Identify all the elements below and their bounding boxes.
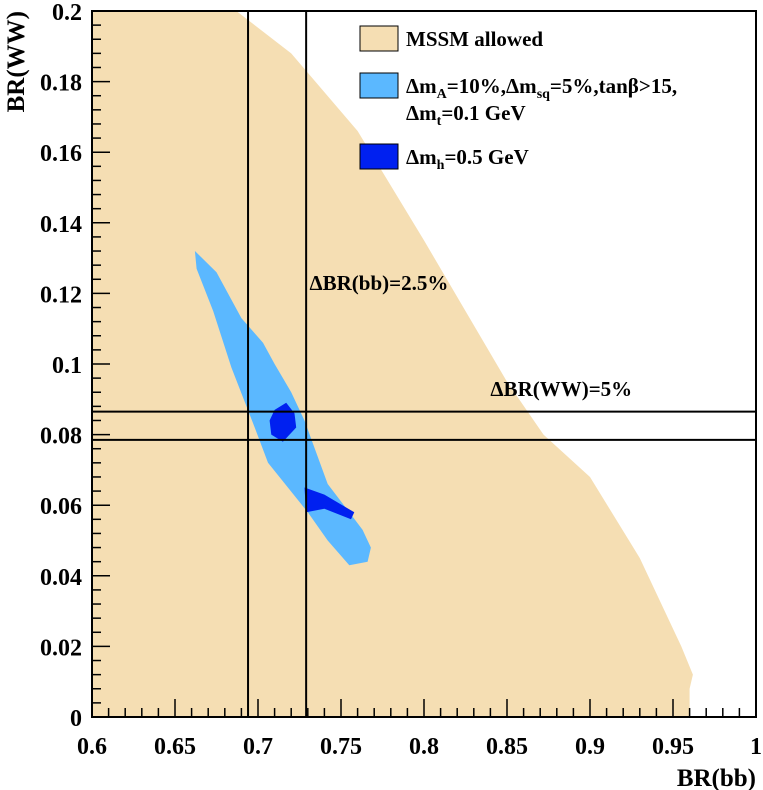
x-tick-label: 0.7 bbox=[243, 734, 273, 760]
y-tick-label: 0.08 bbox=[40, 424, 82, 450]
legend-label-1: ΔmA=10%,Δmsq=5%,tanβ>15, bbox=[406, 74, 677, 102]
axis-ticks bbox=[91, 10, 757, 718]
legend-label-1: Δmt=0.1 GeV bbox=[406, 101, 526, 129]
y-axis-title: BR(WW) bbox=[3, 11, 30, 112]
x-tick-label: 0.65 bbox=[154, 734, 196, 760]
y-tick-label: 0.12 bbox=[40, 282, 82, 308]
legend: MSSM allowed ΔmA=10%,Δmsq=5%,tanβ>15,Δmt=… bbox=[359, 25, 677, 173]
legend-swatch-2 bbox=[359, 143, 399, 170]
x-tick-label: 0.95 bbox=[652, 734, 694, 760]
y-tick-label: 0.18 bbox=[40, 71, 82, 97]
y-tick-label: 0.02 bbox=[40, 635, 82, 661]
reference-lines bbox=[92, 11, 756, 717]
annotations: ΔBR(bb)=2.5% ΔBR(WW)=5% bbox=[309, 271, 632, 401]
x-tick-label: 0.85 bbox=[486, 734, 528, 760]
legend-label-2: Δmh=0.5 GeV bbox=[406, 145, 529, 173]
x-tick-label: 0.75 bbox=[320, 734, 362, 760]
y-tick-label: 0.04 bbox=[40, 565, 82, 591]
tick-labels: 0.6 0.65 0.7 0.75 0.8 0.85 0.9 0.95 1 0 0.02 0.04 0.… bbox=[40, 0, 762, 760]
region-3 bbox=[304, 487, 355, 520]
y-tick-label: 0.2 bbox=[52, 0, 82, 26]
region-0 bbox=[92, 11, 693, 717]
x-tick-label: 1 bbox=[750, 734, 762, 760]
y-tick-label: 0.14 bbox=[40, 212, 82, 238]
regions-layer bbox=[92, 11, 693, 717]
x-tick-label: 0.9 bbox=[575, 734, 605, 760]
annotation-0: ΔBR(bb)=2.5% bbox=[309, 271, 448, 295]
legend-swatch-1 bbox=[359, 72, 399, 99]
annotation-1: ΔBR(WW)=5% bbox=[490, 377, 632, 401]
y-tick-label: 0 bbox=[70, 706, 82, 732]
legend-label-0: MSSM allowed bbox=[406, 27, 543, 51]
legend-swatch-0 bbox=[359, 25, 399, 52]
y-tick-label: 0.06 bbox=[40, 494, 82, 520]
x-axis-title: BR(bb) bbox=[677, 765, 756, 790]
x-tick-label: 0.8 bbox=[409, 734, 439, 760]
x-tick-label: 0.6 bbox=[77, 734, 107, 760]
plot-frame bbox=[91, 10, 757, 718]
y-tick-label: 0.16 bbox=[40, 141, 82, 167]
y-tick-label: 0.1 bbox=[52, 353, 82, 379]
